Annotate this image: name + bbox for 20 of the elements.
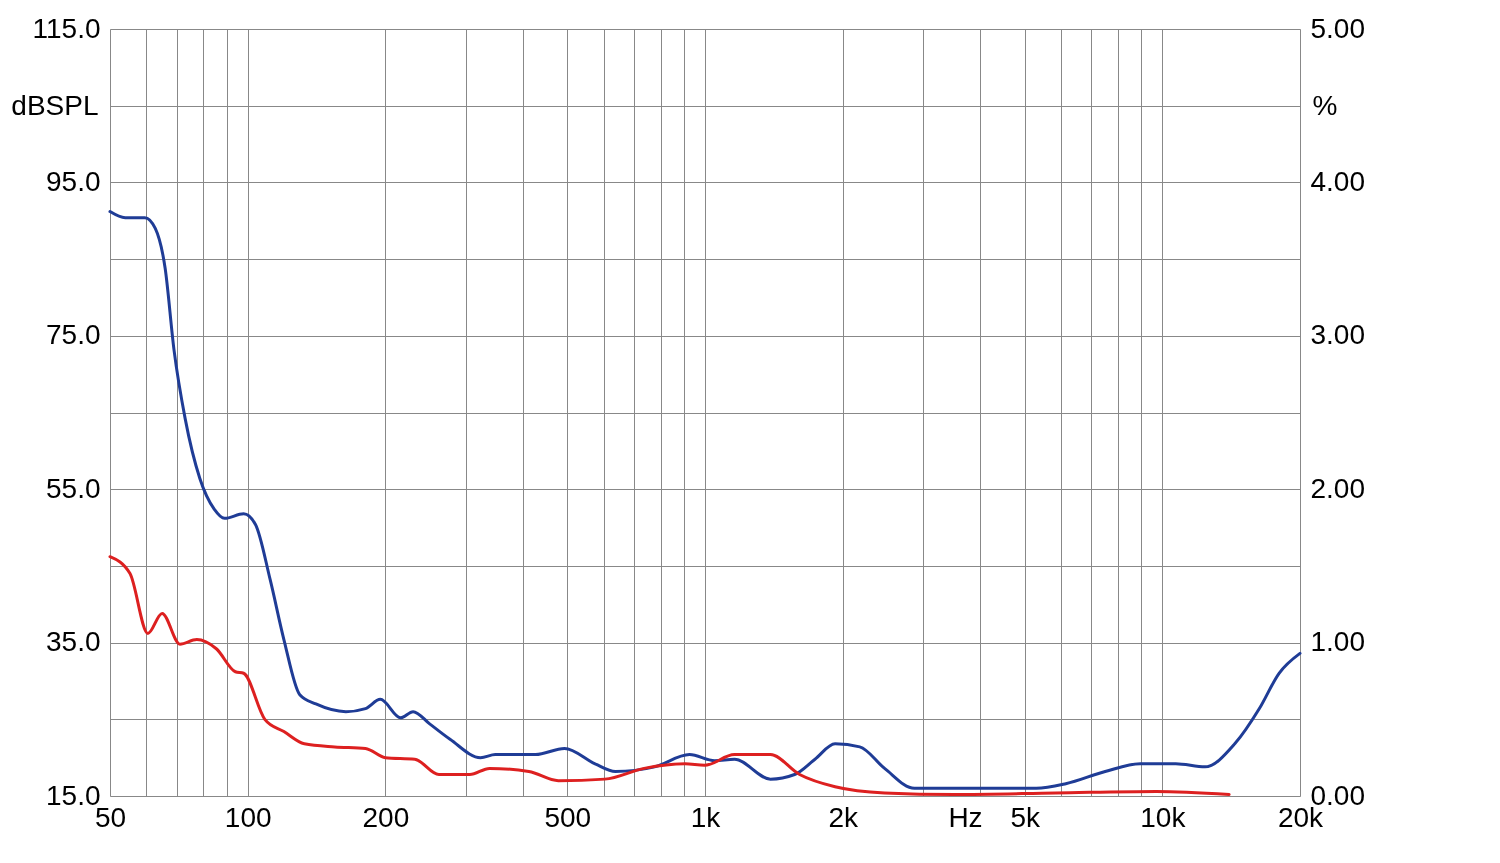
- y2-tick-label: 3.00: [1310, 319, 1365, 351]
- x-tick-label: 500: [544, 801, 592, 833]
- y-tick-label: 35.0: [46, 626, 101, 658]
- y-tick-label: 55.0: [46, 472, 101, 504]
- y-tick-label: 115.0: [32, 12, 101, 44]
- y2-axis-title: %: [1312, 89, 1338, 121]
- x-tick-label: 100: [224, 801, 272, 833]
- x-tick-label: 1k: [690, 801, 722, 833]
- y2-tick-label: 4.00: [1310, 165, 1365, 197]
- y2-tick-label: 1.00: [1310, 626, 1365, 658]
- x-tick-label: 5k: [1010, 801, 1041, 833]
- y-tick-label: 75.0: [46, 319, 101, 351]
- x-tick-label: 2k: [828, 801, 859, 833]
- x-tick-label: 10k: [1140, 801, 1187, 833]
- y2-tick-label: 2.00: [1310, 472, 1365, 504]
- y-axis-title: dBSPL: [11, 89, 99, 121]
- x-axis-title: Hz: [948, 801, 983, 833]
- x-tick-label: 200: [362, 801, 410, 833]
- y-tick-label: 95.0: [46, 165, 101, 197]
- y2-tick-label: 5.00: [1310, 12, 1365, 44]
